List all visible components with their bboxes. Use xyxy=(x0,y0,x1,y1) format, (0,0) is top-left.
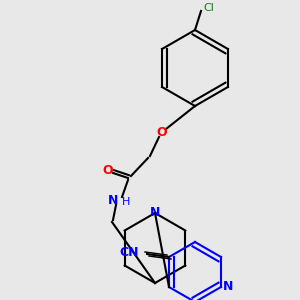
Text: CN: CN xyxy=(119,245,139,259)
Text: N: N xyxy=(223,280,233,293)
Text: O: O xyxy=(157,125,167,139)
Text: N: N xyxy=(108,194,118,206)
Text: O: O xyxy=(103,164,113,176)
Text: H: H xyxy=(122,197,130,207)
Text: Cl: Cl xyxy=(203,3,214,13)
Text: N: N xyxy=(150,206,160,220)
